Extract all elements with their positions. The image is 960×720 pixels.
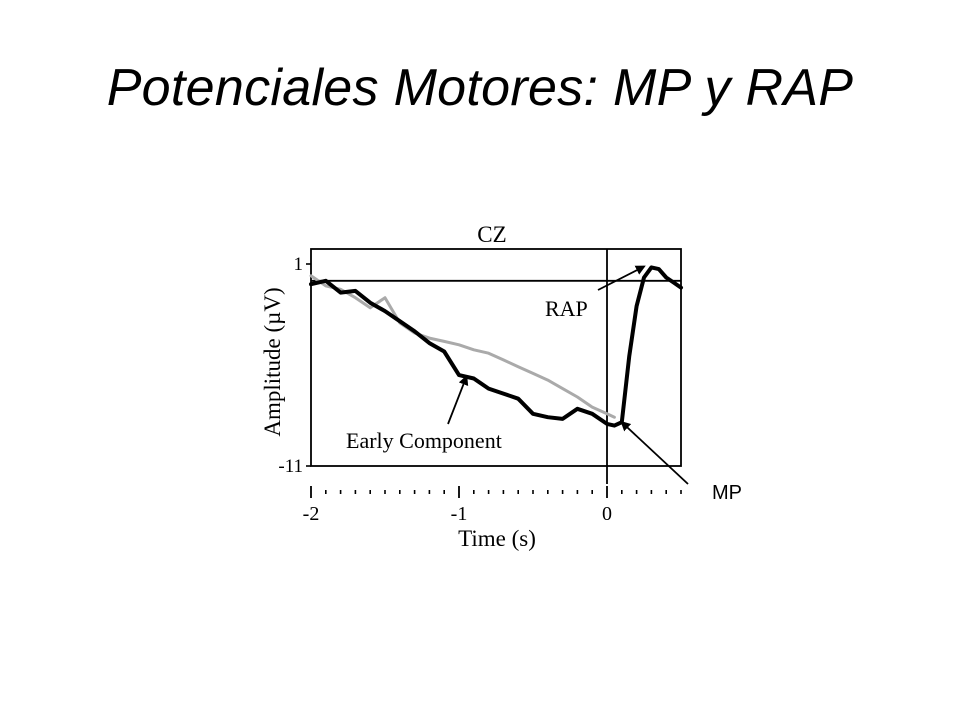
- y-tick-label: -11: [278, 456, 303, 477]
- y-tick-label: 1: [294, 254, 304, 275]
- annotation-rap-arrow: [597, 265, 646, 291]
- series-line-black: [309, 265, 683, 428]
- annotation-early-component-arrow: [447, 374, 469, 425]
- y-axis-label: Amplitude (µV): [260, 287, 285, 436]
- x-axis-label: Time (s): [458, 526, 536, 551]
- slide-title: Potenciales Motores: MP y RAP: [106, 59, 854, 117]
- plot-frame: [310, 248, 682, 467]
- chart-title: CZ: [477, 222, 506, 247]
- x-tick-label: -2: [303, 503, 320, 525]
- annotation-early-component-label: Early Component: [346, 428, 502, 453]
- annotation-mp-label: MP: [712, 482, 742, 504]
- annotation-mp-arrow: [620, 420, 689, 485]
- series-line-gray: [309, 274, 616, 419]
- x-tick-label: -1: [451, 503, 468, 525]
- x-tick-label: 0: [602, 503, 612, 525]
- annotation-rap-label: RAP: [545, 296, 588, 321]
